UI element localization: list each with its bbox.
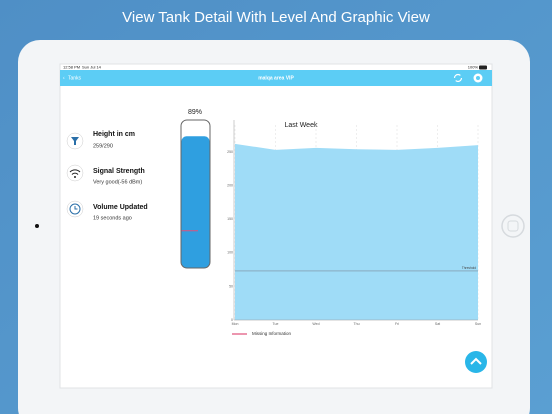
x-tick-label: Thu — [353, 322, 359, 326]
area — [235, 143, 478, 320]
home-button-icon — [507, 220, 519, 232]
camera — [35, 224, 39, 228]
x-tick-label: Sat — [435, 322, 440, 326]
promo-title: View Tank Detail With Level And Graphic … — [122, 9, 430, 26]
scroll-top-button[interactable] — [465, 351, 487, 373]
legend-label: Missing Information — [252, 331, 292, 336]
back-chevron[interactable]: ‹ — [63, 75, 65, 81]
refresh-button[interactable] — [453, 73, 463, 83]
info-value: Very good(-56 dBm) — [93, 179, 142, 185]
chart-title: Last Week — [285, 122, 318, 129]
tank-fill — [181, 136, 210, 268]
home-button[interactable] — [501, 214, 525, 238]
y-tick-label: 200 — [227, 183, 233, 187]
nav-bar — [60, 70, 492, 86]
status-battery: 100% — [468, 65, 479, 70]
x-tick-label: Sun — [475, 322, 481, 326]
x-tick-label: Mon — [232, 322, 239, 326]
y-tick-label: 250 — [227, 150, 233, 154]
icon-clock — [66, 200, 84, 218]
y-tick-label: 50 — [229, 284, 233, 288]
y-tick-label: 100 — [227, 251, 233, 255]
back-button[interactable]: Tanks — [68, 75, 82, 81]
y-tick-label: 0 — [231, 318, 233, 322]
icon-height — [66, 132, 84, 150]
icon-signal — [66, 164, 84, 182]
nav-title: malqa area VIP — [258, 75, 294, 81]
x-tick-label: Tue — [273, 322, 279, 326]
info-label: Signal Strength — [93, 168, 145, 175]
battery-icon — [479, 65, 487, 70]
threshold-label: Threshold — [462, 266, 476, 270]
settings-hole — [476, 76, 480, 80]
info-label: Height in cm — [93, 131, 135, 138]
x-tick-label: Fri — [395, 322, 399, 326]
status-date: Sun Jul 14 — [82, 65, 102, 70]
chevron-up — [470, 357, 482, 365]
x-tick-label: Wed — [312, 322, 319, 326]
info-value: 259/290 — [93, 143, 113, 149]
y-tick-label: 150 — [227, 217, 233, 221]
status-time: 12:58 PM — [63, 65, 80, 70]
info-label: Volume Updated — [93, 204, 148, 211]
tank-level-label: 89% — [188, 109, 202, 116]
tank — [180, 119, 211, 269]
info-value: 19 seconds ago — [93, 215, 132, 221]
